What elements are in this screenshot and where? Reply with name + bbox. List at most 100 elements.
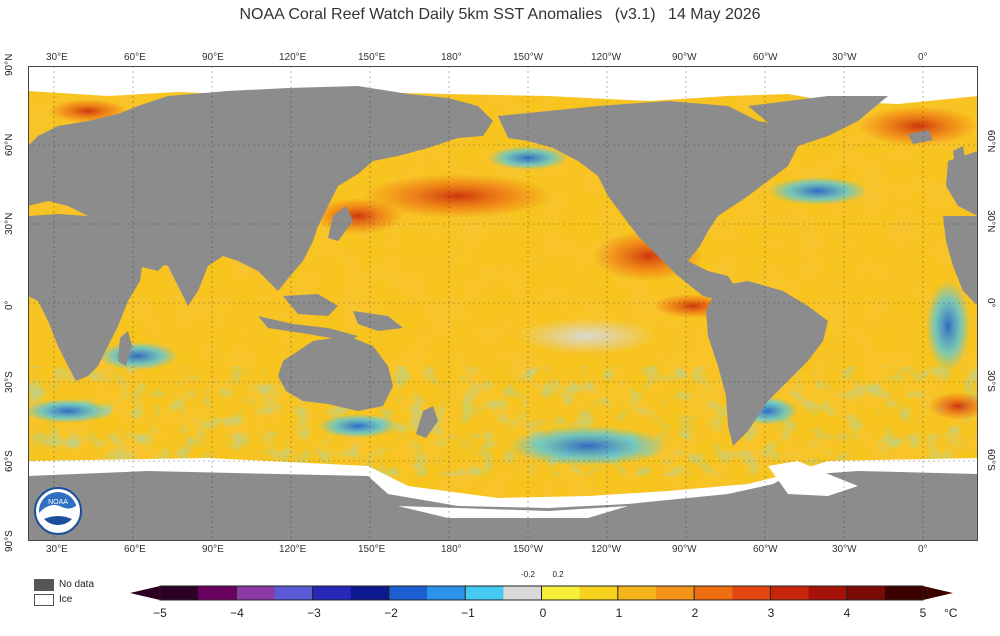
colorbar-svg bbox=[130, 585, 953, 601]
colorbar-segment bbox=[350, 586, 390, 600]
anomaly-warm-area bbox=[858, 106, 978, 146]
graticule bbox=[28, 66, 978, 541]
south-america-land bbox=[706, 281, 828, 446]
lat-label-right: 60°N bbox=[985, 130, 996, 153]
colorbar-segment bbox=[312, 586, 352, 600]
lat-label-left: 60°N bbox=[4, 133, 15, 156]
lon-label-bottom: 60°W bbox=[753, 544, 778, 555]
lon-label-bottom: 60°E bbox=[124, 544, 146, 555]
colorbar-tick: 2 bbox=[691, 606, 699, 620]
sst-anomaly-map: NOAA bbox=[28, 66, 978, 541]
ice-swatch bbox=[34, 593, 54, 606]
colorbar-segment bbox=[465, 586, 504, 600]
colorbar-segment bbox=[274, 586, 314, 600]
lat-label-right: 30°N bbox=[985, 210, 996, 233]
weddell-sea-ice bbox=[768, 461, 858, 496]
colorbar-small-tick: 0.2 bbox=[552, 570, 564, 579]
anomaly-neutral-area bbox=[518, 318, 658, 354]
colorbar-segment bbox=[160, 586, 199, 600]
anomaly-cool-area bbox=[508, 426, 668, 466]
antarctic-ice-shelf bbox=[398, 506, 628, 518]
colorbar-segment bbox=[503, 586, 542, 600]
lat-label-left: 90°N bbox=[4, 53, 15, 76]
madagascar-land bbox=[118, 331, 132, 366]
colorbar-segment bbox=[427, 586, 466, 600]
lat-label-left: 30°S bbox=[4, 371, 15, 393]
title-date: 14 May 2026 bbox=[668, 6, 761, 23]
lon-label-top: 180° bbox=[441, 52, 462, 63]
no-data-swatch bbox=[34, 578, 54, 591]
lon-label-bottom: 120°W bbox=[591, 544, 622, 555]
anomaly-cool-area bbox=[768, 177, 868, 205]
lon-label-bottom: 180° bbox=[441, 544, 462, 555]
europe-west-land bbox=[946, 151, 978, 216]
legend-keys: No data Ice bbox=[34, 577, 94, 607]
lon-label-top: 30°W bbox=[832, 52, 857, 63]
japan-land bbox=[328, 206, 353, 241]
colorbar-segment bbox=[846, 586, 886, 600]
colorbar-tick: 4 bbox=[843, 606, 851, 620]
map-canvas: NOAA bbox=[28, 66, 978, 541]
lon-label-bottom: 0° bbox=[918, 544, 928, 555]
legend-no-data: No data bbox=[34, 577, 94, 592]
lon-label-top: 0° bbox=[918, 52, 928, 63]
new-zealand-land bbox=[416, 406, 438, 438]
colorbar-border bbox=[159, 585, 924, 601]
anomaly-cool-area bbox=[318, 414, 398, 438]
colorbar-tick: −1 bbox=[461, 606, 475, 620]
colorbar-segment bbox=[388, 586, 428, 600]
colorbar-segment bbox=[884, 586, 924, 600]
anomaly-cool-area bbox=[926, 281, 970, 371]
colorbar-segment bbox=[732, 586, 771, 600]
colorbar-segment bbox=[198, 586, 237, 600]
anomaly-cool-area bbox=[488, 146, 568, 170]
colorbar-small-tick: -0.2 bbox=[521, 570, 535, 579]
lat-label-right: 60°S bbox=[985, 449, 996, 471]
colorbar-tick: −4 bbox=[230, 606, 244, 620]
colorbar-segment bbox=[236, 586, 275, 600]
anomaly-warm-area bbox=[928, 392, 978, 420]
lon-label-top: 150°W bbox=[513, 52, 544, 63]
noaa-logo-text: NOAA bbox=[48, 499, 68, 506]
africa-land bbox=[28, 214, 143, 381]
colorbar-max-arrow bbox=[923, 586, 953, 600]
lon-label-bottom: 90°W bbox=[672, 544, 697, 555]
colorbar-tick: 3 bbox=[767, 606, 775, 620]
colorbar-tick: 0 bbox=[539, 606, 547, 620]
lon-label-top: 30°E bbox=[46, 52, 68, 63]
colorbar-tick: −2 bbox=[384, 606, 398, 620]
title-main: NOAA Coral Reef Watch Daily 5km SST Anom… bbox=[239, 6, 603, 23]
antarctica-land bbox=[28, 471, 978, 541]
lon-label-bottom: 30°W bbox=[832, 544, 857, 555]
arabian-peninsula-land bbox=[108, 226, 168, 271]
lat-label-left: 90°S bbox=[4, 530, 15, 552]
anomaly-cool-area bbox=[28, 399, 113, 423]
lon-label-bottom: 150°W bbox=[513, 544, 544, 555]
noaa-logo: NOAA bbox=[34, 487, 82, 535]
lon-label-top: 120°W bbox=[591, 52, 622, 63]
colorbar-segment bbox=[808, 586, 848, 600]
colorbar-unit: °C bbox=[944, 606, 958, 620]
lon-label-top: 90°E bbox=[202, 52, 224, 63]
colorbar-min-arrow bbox=[130, 586, 160, 600]
lon-label-top: 120°E bbox=[279, 52, 307, 63]
colorbar-segment bbox=[541, 586, 581, 600]
lat-label-left: 0° bbox=[4, 300, 15, 310]
colorbar-tick: 5 bbox=[919, 606, 927, 620]
lon-label-bottom: 30°E bbox=[46, 544, 68, 555]
iceland-land bbox=[908, 130, 933, 144]
colorbar-segment bbox=[579, 586, 619, 600]
lat-label-right: 30°S bbox=[985, 370, 996, 392]
lon-label-bottom: 150°E bbox=[358, 544, 386, 555]
australia-land bbox=[278, 336, 393, 411]
colorbar-segment bbox=[694, 586, 733, 600]
map-title: NOAA Coral Reef Watch Daily 5km SST Anom… bbox=[0, 6, 1000, 24]
lat-label-right: 0° bbox=[985, 298, 996, 308]
colorbar-segment bbox=[617, 586, 657, 600]
indonesia-land bbox=[258, 316, 358, 341]
colorbar-segment bbox=[655, 586, 695, 600]
no-data-label: No data bbox=[59, 579, 95, 590]
legend-ice: Ice bbox=[34, 592, 94, 607]
lon-label-bottom: 90°E bbox=[202, 544, 224, 555]
colorbar: -0.2 0.2 −5 −4 −3 −2 −1 0 1 2 3 4 5 °C bbox=[126, 570, 966, 636]
